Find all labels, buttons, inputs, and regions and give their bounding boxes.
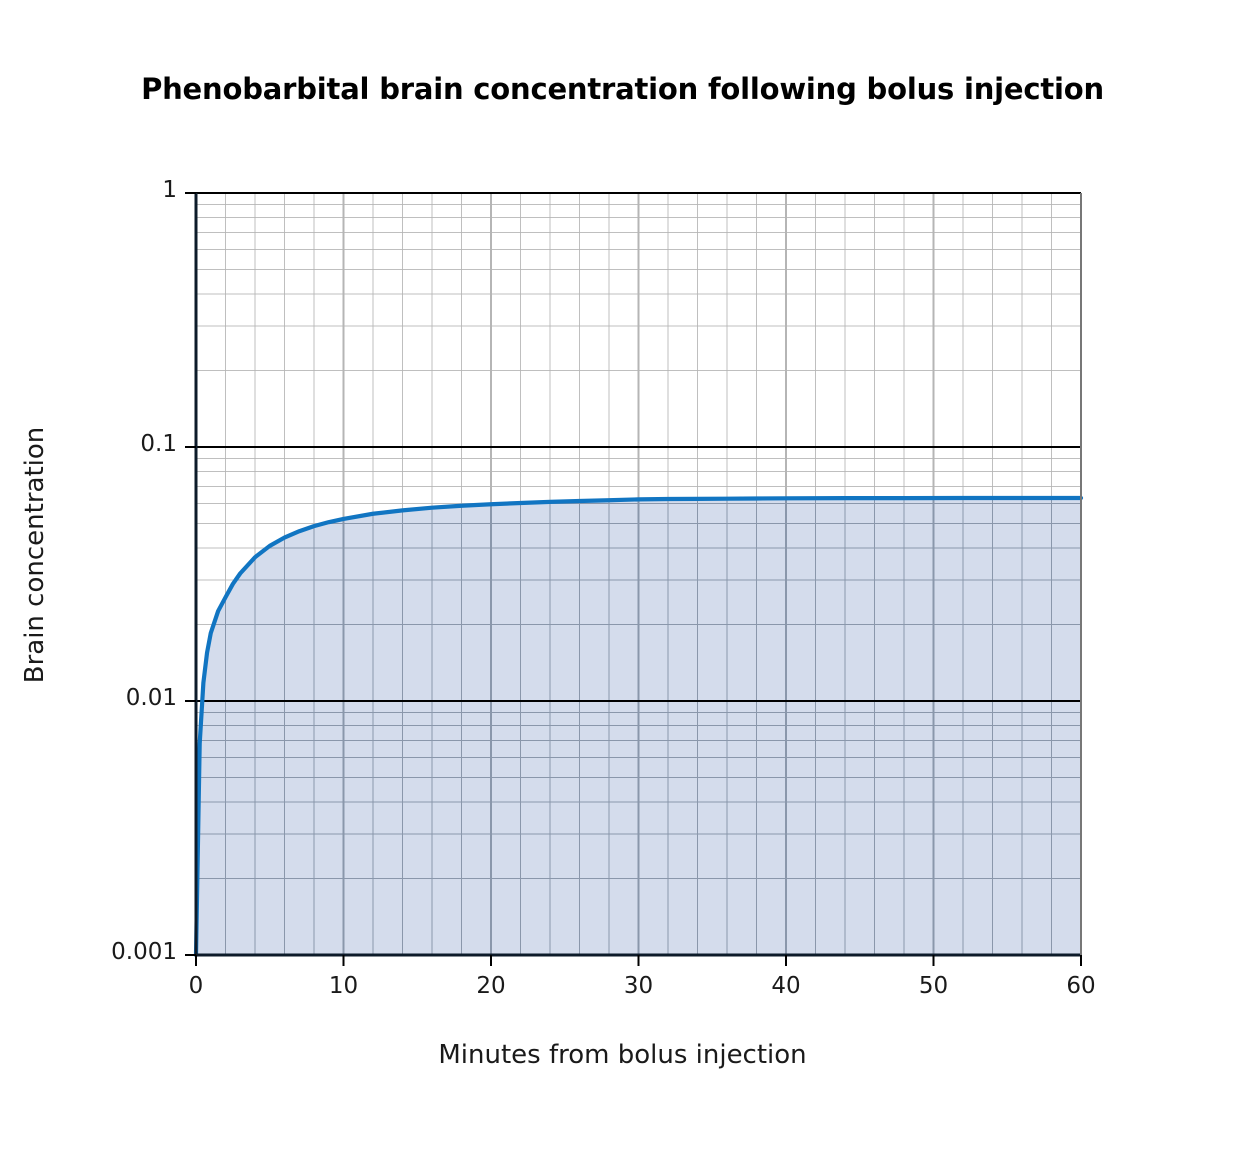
y-tick-label: 0.01 bbox=[125, 685, 177, 711]
y-tick-label: 1 bbox=[162, 177, 177, 203]
chart-title: Phenobarbital brain concentration follow… bbox=[141, 72, 1104, 106]
x-tick-label: 10 bbox=[328, 973, 359, 999]
axis-ticks bbox=[185, 191, 1083, 966]
x-tick-label: 60 bbox=[1066, 973, 1096, 999]
x-tick-label: 50 bbox=[918, 973, 949, 999]
x-axis-label: Minutes from bolus injection bbox=[438, 1040, 807, 1070]
y-tick-label: 0.001 bbox=[111, 939, 177, 965]
major-grid-lines bbox=[196, 191, 1081, 703]
x-tick-label: 30 bbox=[623, 973, 654, 999]
x-tick-label: 20 bbox=[476, 973, 506, 999]
grid-lines-over-fill bbox=[196, 497, 1081, 955]
x-tick-label: 40 bbox=[771, 973, 801, 999]
y-tick-label: 0.1 bbox=[140, 431, 177, 457]
y-axis-label: Brain concentration bbox=[20, 426, 50, 684]
x-tick-label: 0 bbox=[188, 973, 204, 999]
data-line bbox=[193, 495, 1084, 958]
